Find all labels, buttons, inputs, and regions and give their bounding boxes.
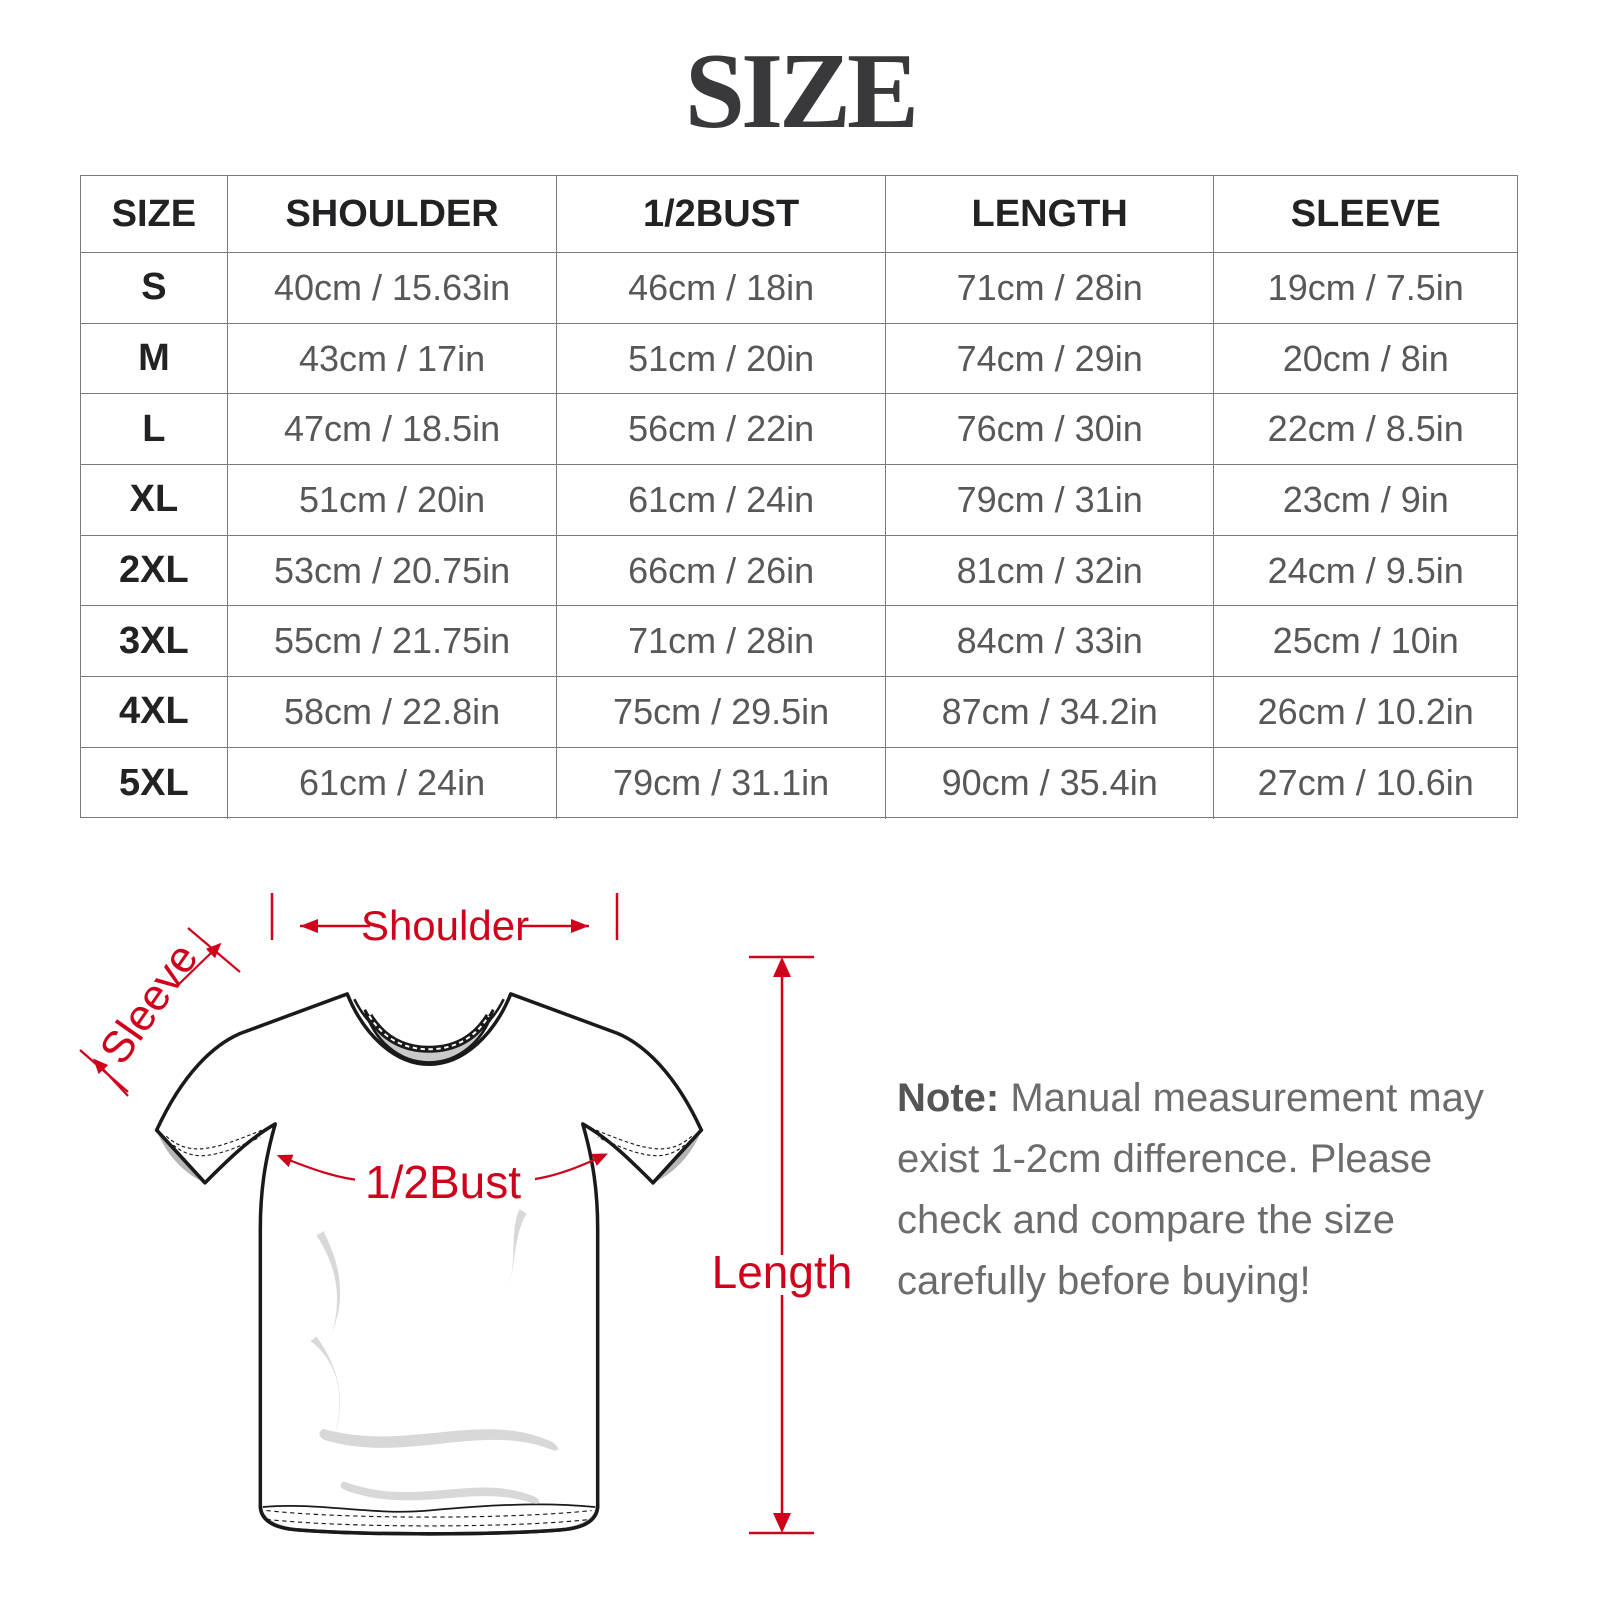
svg-text:Length: Length [712,1246,853,1298]
svg-text:Sleeve: Sleeve [90,935,207,1073]
svg-text:1/2Bust: 1/2Bust [365,1156,521,1208]
svg-text:Shoulder: Shoulder [361,902,529,949]
